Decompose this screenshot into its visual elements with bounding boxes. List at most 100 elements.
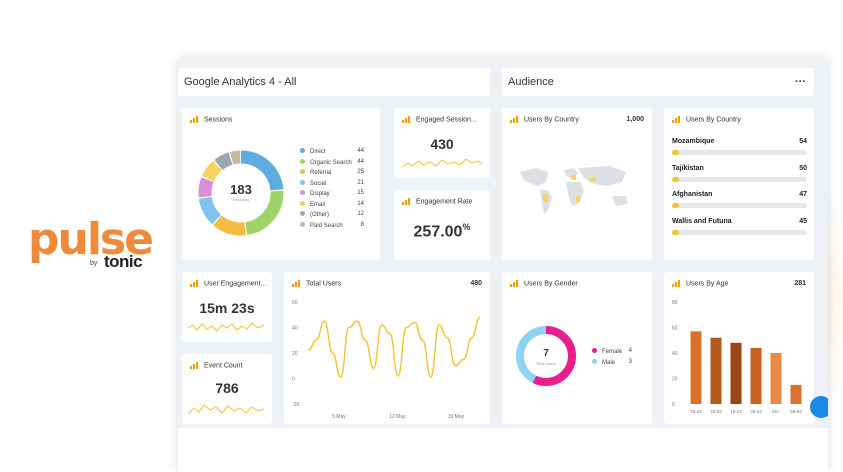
legend-label: Social [310,180,327,187]
gender-total-label: Total Users [535,361,556,366]
age-bar [750,347,762,404]
total-users-line-chart: 60 40 20 0 -20 5 May 12 May 19 May [292,300,481,420]
section-title-audience: Audience [508,76,554,88]
bar-chart-icon [510,116,518,123]
legend-dot [300,148,305,153]
age-bar [710,337,722,404]
bar-chart-icon [190,362,198,369]
legend-value: 21 [357,179,364,186]
x-tick-label: 18-24 [730,409,742,414]
help-chat-button[interactable] [810,396,828,418]
legend-value: 15 [357,190,364,196]
country-name: Mozambique [672,138,715,145]
users-by-age-bar-chart: 80 60 40 20 0 25-34 45-54 18-24 35-44 65+ 55-64 [672,300,802,414]
y-tick-label: 20 [292,351,298,357]
dashboard-footer-area [178,428,828,472]
legend-value: 25 [357,169,364,175]
gender-total: 7 [543,348,549,359]
engaged-sessions-card: Engaged Session... 430 [394,108,490,178]
engagement-rate-suffix: % [462,222,471,232]
country-value: 54 [799,138,807,145]
legend-dot [300,221,305,227]
y-tick-label: 20 [672,377,678,383]
legend-item: (Other) 12 [300,211,364,222]
sessions-donut-chart [198,150,284,236]
users-by-country-list-title: Users By Country [672,116,741,123]
sessions-legend: Direct 44 Organic Search 44 Referral 25 Social… [300,148,364,232]
y-tick-label: 60 [292,300,298,306]
users-by-age-title: Users By Age [672,280,728,287]
engaged-sessions-title: Engaged Session... [402,116,477,123]
more-dots-icon[interactable]: ··· [795,76,806,88]
y-tick-label: 40 [672,351,678,357]
y-tick-label: 0 [672,402,675,408]
users-by-age-total: 281 [794,280,806,287]
y-tick-label: 60 [672,326,678,332]
dashboard-window: Google Analytics 4 - All Audience ··· Se… [178,58,828,472]
sessions-total: 183 [230,182,252,197]
legend-dot [300,211,305,216]
country-bar [672,203,807,208]
event-count-title: Event Count [190,362,243,369]
country-name: Tajikistan [672,165,704,172]
engagement-rate-title: Engagement Rate [402,198,472,205]
sessions-slice-4 [198,150,284,236]
brand-name: pulse [28,214,154,265]
users-by-country-map-total: 1,000 [626,116,644,123]
users-by-gender-card: Users By Gender 7 Total Users Female 4 Ma… [502,272,652,424]
country-name: Afghanistan [672,191,713,198]
engagement-rate-card: Engagement Rate 257.00% [394,190,490,260]
legend-item: Email 14 [300,200,364,212]
legend-label: Direct [310,149,326,155]
user-engagement-title: User Engagement... [190,280,266,287]
legend-value: 12 [357,211,364,217]
legend-value: 44 [357,148,364,154]
legend-label: Referral [310,170,332,176]
x-tick-label: 5 May [332,414,346,420]
country-row: Wallis and Futuna 45 [672,218,807,235]
user-engagement-value: 15m 23s [199,300,255,316]
legend-item-female: Female 4 [592,348,632,359]
country-bar [672,177,807,182]
user-engagement-sparkline [188,322,264,332]
bar-chart-icon [402,198,410,205]
country-bar [672,230,807,235]
bar-chart-icon [672,280,680,287]
brand-company: tonic [104,252,143,271]
pulse-logo: pulse by tonic [28,218,158,278]
legend-item: Display 15 [300,190,364,201]
engaged-sessions-value: 430 [430,136,454,152]
legend-dot [300,169,305,174]
legend-dot [592,348,597,353]
gender-legend: Female 4 Male 3 [592,348,632,369]
y-tick-label: -20 [292,402,299,408]
x-tick-label: 55-64 [790,409,802,414]
section-header-ga4: Google Analytics 4 - All [178,68,490,96]
sessions-title: Sessions [190,116,232,123]
total-users-series-line [307,316,481,378]
legend-item-male: Male 3 [592,358,632,370]
sessions-total-label: Sessions [232,197,250,202]
bar-chart-icon [190,280,198,287]
legend-label: Email [310,201,326,208]
legend-label: Organic Search [310,159,352,166]
total-users-title: Total Users [292,280,341,287]
country-bar [672,150,807,155]
bar-chart-icon [672,116,680,123]
sessions-slice-2 [198,150,284,236]
age-bar [770,353,782,404]
event-count-sparkline [188,404,264,415]
engaged-sessions-sparkline [402,158,482,168]
y-tick-label: 80 [672,300,678,306]
x-tick-label: 45-54 [710,409,722,414]
age-bar [790,384,802,404]
engagement-rate-number: 257.00 [413,223,463,241]
x-tick-label: 65+ [772,409,780,414]
user-engagement-card: User Engagement... 15m 23s [182,272,272,342]
sessions-card: Sessions 183 Sessions Direct 44 Organic Se… [182,108,380,260]
country-value: 50 [799,165,807,172]
bar-chart-icon [190,116,198,123]
country-name: Wallis and Futuna [672,218,732,225]
users-by-gender-donut [516,326,576,386]
legend-label: Paid Search [310,222,343,229]
